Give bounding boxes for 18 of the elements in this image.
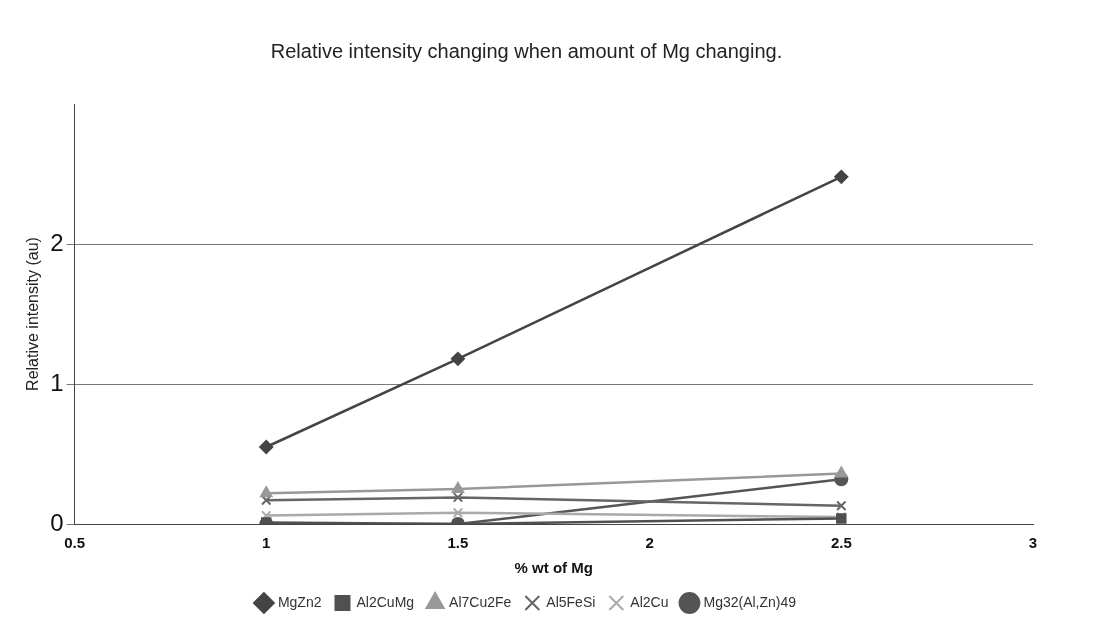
y-tick-label: 2 — [50, 228, 64, 256]
x-axis-title: % wt of Mg — [514, 559, 593, 577]
x-tick-label: 2.5 — [830, 534, 852, 552]
legend-label: Al2Cu — [630, 593, 669, 610]
x-tick-label: 3 — [1028, 534, 1038, 552]
legend-label: MgZn2 — [277, 593, 322, 610]
legend-label: Al2CuMg — [356, 593, 415, 610]
x-tick-label: 1.5 — [447, 534, 469, 552]
x-tick-label: 0.5 — [64, 534, 85, 552]
legend-label: Al5FeSi — [546, 593, 596, 610]
x-tick-label: 2 — [645, 534, 654, 552]
y-tick-label: 0 — [50, 508, 64, 536]
x-tick-label: 1 — [262, 534, 271, 552]
chart-title: Relative intensity changing when amount of Mg changing. — [270, 39, 783, 62]
y-tick-label: 1 — [50, 368, 64, 396]
legend-label: Al7Cu2Fe — [449, 593, 512, 610]
legend-label: Mg32(Al,Zn)49 — [703, 593, 797, 610]
y-axis-title: Relative intensity (au) — [24, 237, 42, 391]
